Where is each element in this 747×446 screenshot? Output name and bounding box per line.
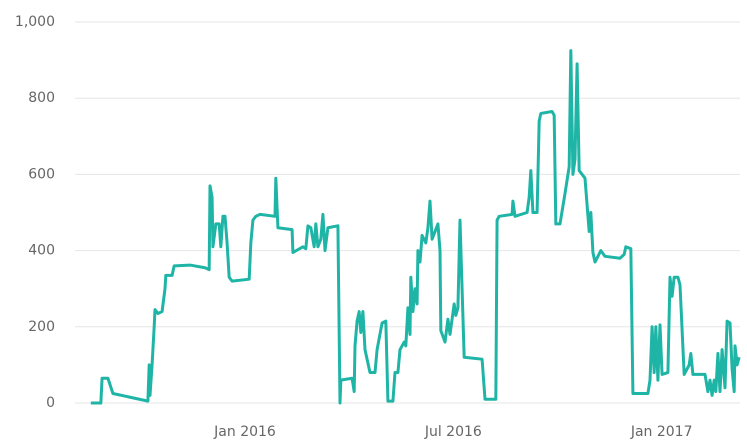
y-tick-label: 200 xyxy=(28,319,55,335)
y-tick-label: 600 xyxy=(28,166,55,182)
x-tick-label: Jan 2016 xyxy=(213,424,276,440)
x-tick-label: Jul 2016 xyxy=(424,424,482,440)
y-tick-label: 800 xyxy=(28,90,55,106)
y-tick-label: 0 xyxy=(46,395,55,411)
data-line xyxy=(90,49,741,405)
x-tick-label: Jan 2017 xyxy=(630,424,693,440)
y-tick-label: 400 xyxy=(28,243,55,259)
y-tick-label: 1,000 xyxy=(15,14,55,30)
